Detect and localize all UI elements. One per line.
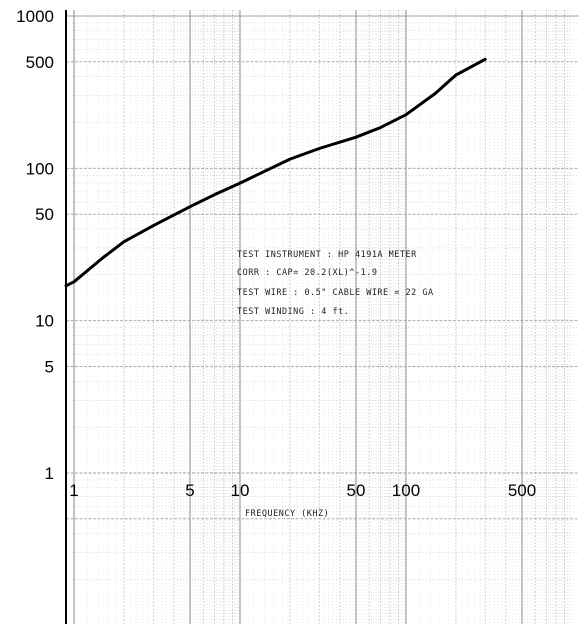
y-tick-label: 500 [26, 53, 54, 72]
x-tick-label: 5 [185, 481, 194, 500]
y-tick-label: 1000 [16, 7, 54, 26]
annotation-line-2: CORR : CAP= 20.2(XL)^-1.9 [237, 268, 377, 278]
x-tick-label: 50 [347, 481, 366, 500]
y-tick-label: 1 [45, 464, 54, 483]
x-tick-label: 1 [69, 481, 78, 500]
grid [66, 10, 579, 624]
x-axis-label: FREQUENCY (KHZ) [245, 509, 329, 519]
x-tick-label: 10 [231, 481, 250, 500]
x-tick-label: 500 [508, 481, 536, 500]
annotation-line-4: TEST WINDING : 4 ft. [237, 307, 349, 317]
y-tick-label: 5 [45, 358, 54, 377]
y-tick-label: 50 [35, 205, 54, 224]
x-tick-label: 100 [392, 481, 420, 500]
series-line [64, 57, 487, 288]
series [64, 57, 487, 288]
y-tick-label: 10 [35, 312, 54, 331]
y-tick-label: 100 [26, 159, 54, 178]
annotation-line-3: TEST WIRE : 0.5" CABLE WIRE = 22 GA [237, 288, 434, 298]
annotation-box: TEST INSTRUMENT : HP 4191A METER CORR : … [237, 250, 434, 317]
annotation-line-1: TEST INSTRUMENT : HP 4191A METER [237, 250, 417, 260]
tick-labels: 1000 500 100 50 10 5 11 5 10 50 100 500 [16, 7, 536, 500]
